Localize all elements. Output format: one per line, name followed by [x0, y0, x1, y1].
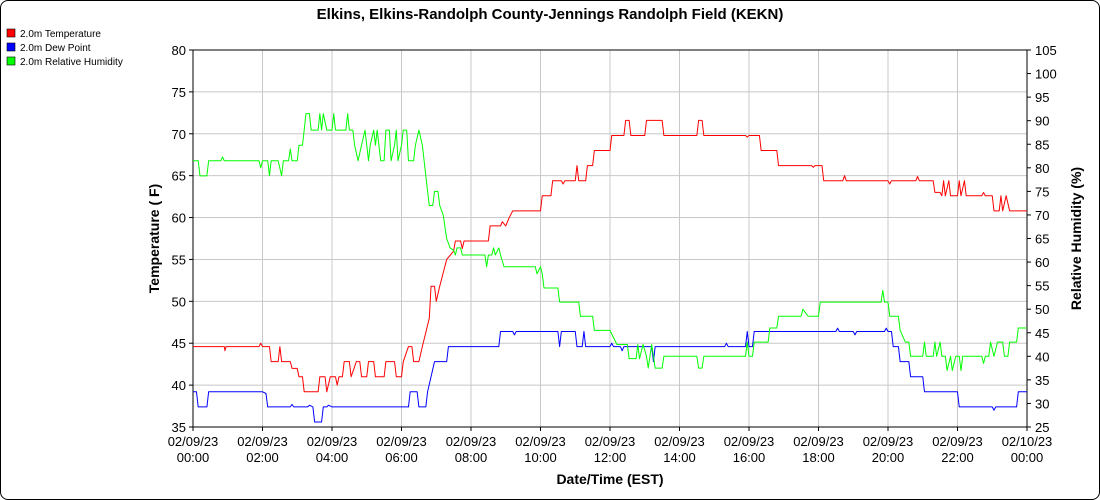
y-axis-right: 25 30 35 40 45 50 55 60 65 70 75 80 85 90 95 100 105 — [1027, 43, 1057, 435]
x-axis-label: Date/Time (EST) — [556, 471, 663, 487]
y2-tick-label: 30 — [1035, 396, 1049, 411]
x-tick-date: 02/09/23 — [863, 434, 914, 449]
y2-tick-label: 85 — [1035, 137, 1049, 152]
x-tick-time: 22:00 — [941, 450, 974, 465]
y2-tick-label: 70 — [1035, 208, 1049, 223]
y-tick-label: 65 — [172, 169, 186, 184]
series-line-3 — [193, 113, 1027, 371]
x-axis: 02/09/2300:0002/09/2302:0002/09/2304:000… — [168, 427, 1053, 465]
y-tick-label: 40 — [172, 378, 186, 393]
x-tick-date: 02/09/23 — [446, 434, 497, 449]
x-tick-date: 02/09/23 — [307, 434, 358, 449]
y2-tick-label: 105 — [1035, 43, 1057, 58]
legend-label: 2.0m Relative Humidity — [20, 57, 123, 68]
x-tick-time: 12:00 — [594, 450, 627, 465]
x-tick-time: 18:00 — [802, 450, 835, 465]
y2-tick-label: 90 — [1035, 114, 1049, 129]
x-tick-date: 02/09/23 — [932, 434, 983, 449]
y-tick-label: 55 — [172, 252, 186, 267]
y2-tick-label: 95 — [1035, 90, 1049, 105]
chart-title: Elkins, Elkins-Randolph County-Jennings … — [317, 6, 784, 23]
x-tick-time: 04:00 — [316, 450, 349, 465]
y-tick-label: 75 — [172, 85, 186, 100]
legend-label: 2.0m Temperature — [20, 29, 101, 40]
x-tick-date: 02/09/23 — [585, 434, 636, 449]
y-tick-label: 50 — [172, 294, 186, 309]
y-tick-label: 80 — [172, 43, 186, 58]
y2-axis-label: Relative Humidity (%) — [1068, 167, 1084, 310]
x-tick-time: 14:00 — [663, 450, 696, 465]
y2-tick-label: 75 — [1035, 184, 1049, 199]
x-tick-time: 00:00 — [1011, 450, 1044, 465]
y-tick-label: 60 — [172, 211, 186, 226]
y2-tick-label: 25 — [1035, 420, 1049, 435]
y2-tick-label: 60 — [1035, 255, 1049, 270]
y-axis-left: 35 40 45 50 55 60 65 70 75 80 — [172, 43, 193, 435]
x-tick-date: 02/09/23 — [724, 434, 775, 449]
x-tick-date: 02/09/23 — [237, 434, 288, 449]
x-tick-date: 02/10/23 — [1002, 434, 1053, 449]
series-line-1 — [193, 119, 1027, 393]
legend-swatch — [6, 56, 16, 66]
y-tick-label: 70 — [172, 127, 186, 142]
legend: 2.0m Temperature 2.0m Dew Point 2.0m Relat… — [6, 28, 123, 68]
y2-tick-label: 50 — [1035, 302, 1049, 317]
x-tick-time: 16:00 — [733, 450, 766, 465]
y2-tick-label: 45 — [1035, 326, 1049, 341]
legend-label: 2.0m Dew Point — [20, 43, 91, 54]
x-tick-date: 02/09/23 — [376, 434, 427, 449]
y2-tick-label: 65 — [1035, 232, 1049, 247]
grid — [192, 49, 1028, 428]
y2-tick-label: 40 — [1035, 349, 1049, 364]
y-tick-label: 45 — [172, 336, 186, 351]
x-tick-date: 02/09/23 — [168, 434, 219, 449]
y-tick-label: 35 — [172, 420, 186, 435]
legend-swatch — [6, 28, 16, 38]
y2-tick-label: 35 — [1035, 373, 1049, 388]
y2-tick-label: 100 — [1035, 67, 1057, 82]
x-tick-time: 10:00 — [524, 450, 557, 465]
x-tick-date: 02/09/23 — [654, 434, 705, 449]
x-tick-time: 08:00 — [455, 450, 488, 465]
series-line-2 — [193, 327, 1027, 423]
y-axis-label: Temperature ( F) — [146, 184, 162, 293]
legend-swatch — [6, 42, 16, 52]
x-tick-time: 06:00 — [385, 450, 418, 465]
x-tick-time: 20:00 — [872, 450, 905, 465]
x-tick-time: 02:00 — [246, 450, 279, 465]
x-tick-time: 00:00 — [177, 450, 210, 465]
y2-tick-label: 55 — [1035, 279, 1049, 294]
y2-tick-label: 80 — [1035, 161, 1049, 176]
series-layer — [193, 113, 1027, 423]
x-tick-date: 02/09/23 — [793, 434, 844, 449]
x-tick-date: 02/09/23 — [515, 434, 566, 449]
